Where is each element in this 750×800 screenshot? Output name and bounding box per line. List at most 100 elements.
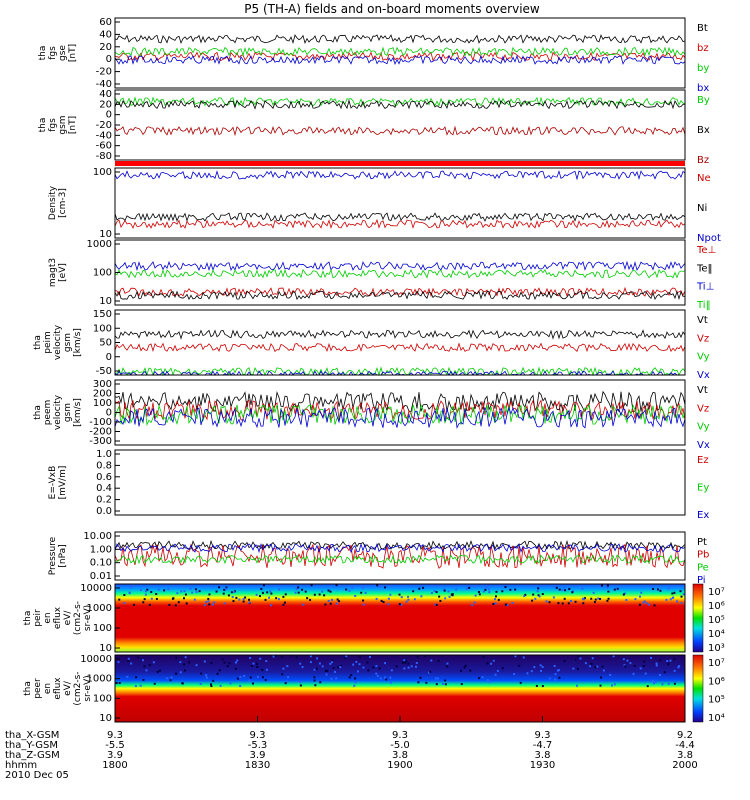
panel-efield: Ez Ey Ex 1.00.80.60.40.20.0 E=-VxB [mV/m] — [48, 449, 709, 521]
x-tick-label-time: 1800 — [102, 760, 127, 771]
spectrogram-speckle — [613, 588, 616, 591]
spectrogram-speckle — [541, 666, 544, 669]
spectrogram-speckle — [481, 676, 484, 679]
spectrogram-speckle — [420, 595, 423, 598]
spectrogram-speckle — [148, 603, 151, 606]
spectrogram-speckle — [280, 655, 283, 658]
legend-Ni: Ni — [697, 203, 707, 214]
spectrogram-speckle — [152, 661, 155, 664]
spectrogram-speckle — [340, 664, 343, 667]
y-axis-label: gsm — [63, 333, 73, 352]
spectrogram-speckle — [268, 596, 271, 599]
spectrogram-speckle — [376, 584, 379, 587]
spectrogram-speckle — [351, 586, 354, 589]
legend-Pi: Pi — [697, 575, 706, 586]
spectrogram-speckle — [146, 588, 149, 591]
spectrogram-speckle — [213, 601, 216, 604]
spectrogram-speckle — [184, 593, 187, 596]
spectrogram-speckle — [682, 593, 685, 596]
spectrogram-speckle — [673, 658, 676, 661]
spectrogram-speckle — [648, 584, 651, 587]
spectrogram-speckle — [606, 584, 609, 587]
y-tick-label: -200 — [89, 427, 112, 438]
spectrogram-speckle — [443, 588, 446, 591]
legend-bx: bx — [697, 83, 709, 94]
y-tick-label: 100 — [93, 323, 112, 334]
spectrogram-speckle — [297, 591, 300, 594]
spectrogram-speckle — [234, 667, 237, 670]
spectrogram-speckle — [269, 590, 272, 593]
spectrogram-speckle — [464, 664, 467, 667]
spectrogram-speckle — [158, 669, 161, 672]
spectrogram-speckle — [321, 665, 324, 668]
spectrogram-speckle — [669, 598, 672, 601]
spectrogram-speckle — [148, 664, 151, 667]
spectrogram-speckle — [582, 598, 585, 601]
spectrogram-speckle — [369, 656, 372, 659]
spectrogram-speckle — [137, 656, 140, 659]
x-tick-label-y: -4.4 — [675, 740, 695, 751]
spectrogram-speckle — [487, 588, 490, 591]
spectrogram-speckle — [327, 589, 330, 592]
spectrogram-speckle — [474, 594, 477, 597]
spectrogram-speckle — [193, 598, 196, 601]
spectrogram-speckle — [356, 670, 359, 673]
spectrogram-speckle — [329, 590, 332, 593]
spectrogram-speckle — [259, 657, 262, 660]
legend-Vz: Vz — [697, 333, 709, 344]
spectrogram-speckle — [609, 673, 612, 676]
spectrogram-speckle — [249, 657, 252, 660]
y-tick-label: -300 — [89, 436, 112, 447]
spectrogram-speckle — [277, 598, 280, 601]
spectrogram-speckle — [223, 588, 226, 591]
spectrogram-speckle — [155, 592, 158, 595]
panel-peim-velocity: Vt Vz Vy Vx 150 100 50 0 -50 tha peim velocity gsm [k… — [33, 309, 710, 381]
spectrogram-speckle — [651, 679, 654, 682]
spectrogram-speckle — [564, 589, 567, 592]
spectrogram-speckle — [625, 598, 628, 601]
spectrogram-speckle — [497, 598, 500, 601]
spectrogram-speckle — [612, 655, 615, 658]
spectrogram-speckle — [180, 590, 183, 593]
spectrogram-speckle — [561, 589, 564, 592]
spectrogram-speckle — [230, 591, 233, 594]
spectrogram-speckle — [166, 677, 169, 680]
legend-Pe: Pe — [697, 562, 709, 573]
spectrogram-speckle — [302, 603, 305, 606]
spectrogram-speckle — [671, 596, 674, 599]
spectrogram-speckle — [282, 595, 285, 598]
spectrogram-speckle — [446, 665, 449, 668]
spectrogram-speckle — [403, 667, 406, 670]
spectrogram-speckle — [511, 601, 514, 604]
colorbar-label: 10⁴ — [708, 713, 725, 724]
spectrogram-speckle — [548, 601, 551, 604]
legend-By: By — [697, 95, 710, 106]
spectrogram-speckle — [634, 598, 637, 601]
spectrogram-speckle — [258, 595, 261, 598]
spectrogram-speckle — [513, 673, 516, 676]
spectrogram-speckle — [324, 603, 327, 606]
spectrogram-speckle — [567, 602, 570, 605]
spectrogram-speckle — [123, 602, 126, 605]
spectrogram-speckle — [286, 665, 289, 668]
y-axis-label: gse — [58, 45, 68, 61]
spectrogram-speckle — [485, 586, 488, 589]
spectrogram-speckle — [460, 669, 463, 672]
spectrogram-speckle — [299, 684, 302, 687]
spectrogram-speckle — [353, 684, 356, 687]
spectrogram-speckle — [444, 683, 447, 686]
spectrogram-speckle — [594, 598, 597, 601]
spectrogram-speckle — [318, 593, 321, 596]
spectrogram-speckle — [306, 597, 309, 600]
spectrogram-speckle — [656, 588, 659, 591]
series-line-Bz — [114, 125, 686, 137]
spectrogram-speckle — [218, 669, 221, 672]
spectrogram-speckle — [557, 602, 560, 605]
spectrogram-speckle — [209, 683, 212, 686]
series-line-Vt — [114, 329, 686, 340]
spectrogram-speckle — [335, 602, 338, 605]
y-axis-label: [nT] — [68, 44, 78, 62]
spectrogram-speckle — [532, 593, 535, 596]
spectrogram-speckle — [362, 599, 365, 602]
